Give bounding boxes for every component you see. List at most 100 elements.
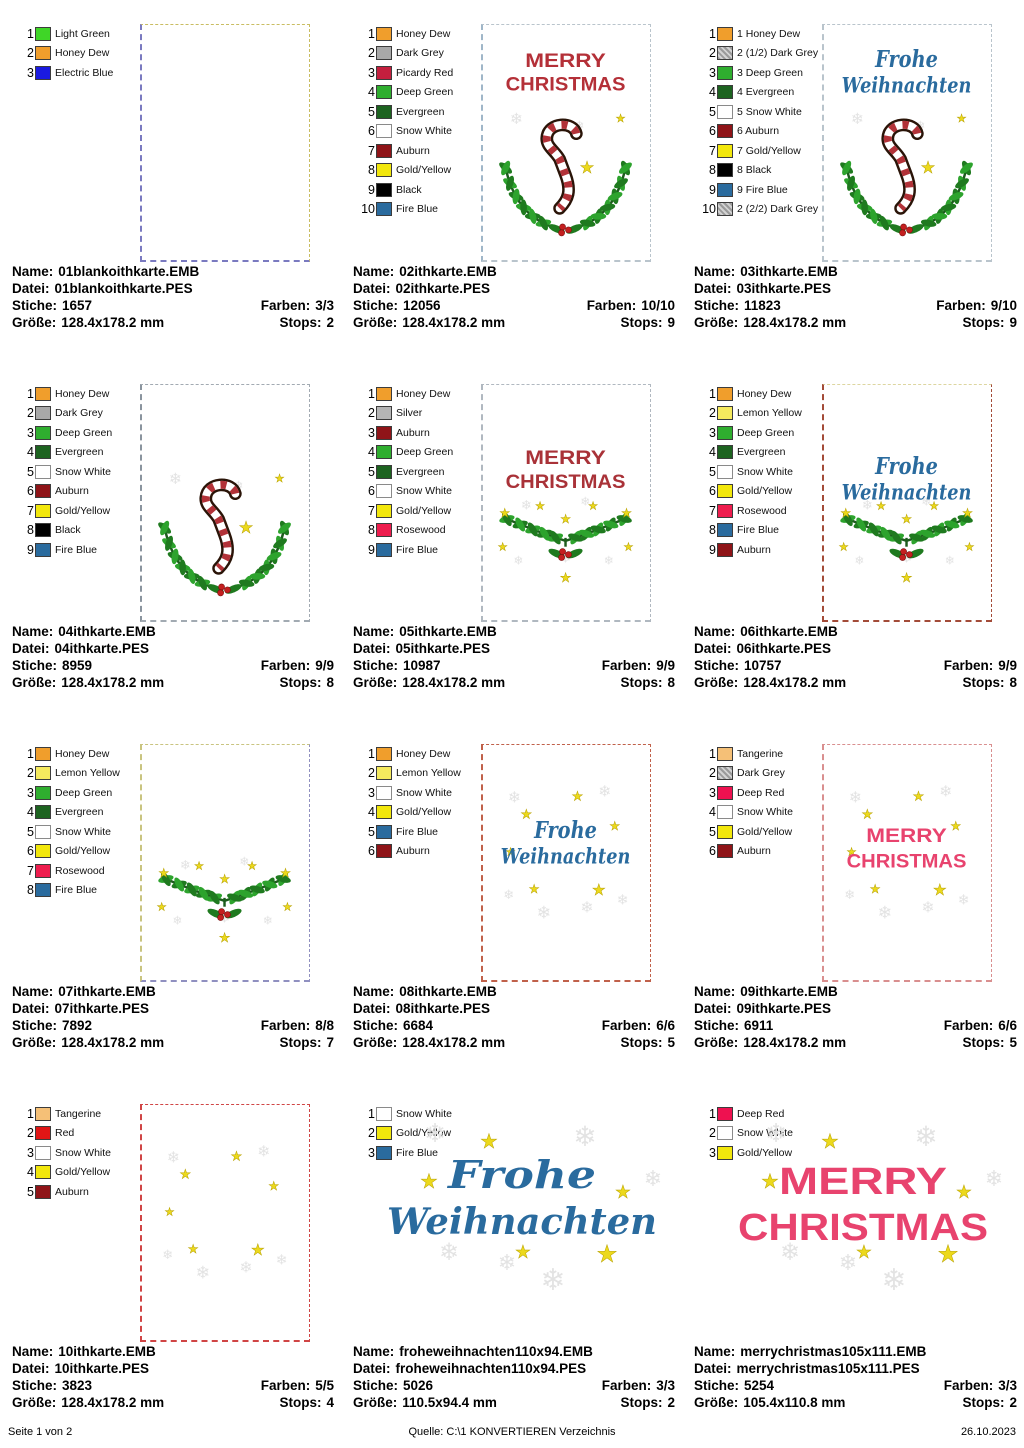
thread-color-name: Auburn [55, 485, 89, 498]
thread-color-item: 5 Fire Blue [353, 822, 461, 842]
stitches-label: Stiche: [694, 1378, 740, 1393]
thread-color-swatch [376, 182, 392, 197]
thread-color-list: 1 Honey Dew 2 Dark Grey 3 Deep Green 4 Evergree… [12, 384, 112, 560]
stops-value: 8 [667, 675, 675, 690]
colors-count-label: Farben: [936, 298, 986, 313]
thread-color-item: 2 Lemon Yellow [694, 404, 802, 424]
stitches-value: 6911 [744, 1018, 774, 1033]
stitches-label: Stiche: [12, 1018, 58, 1033]
thread-color-swatch [35, 523, 51, 538]
thread-color-swatch [717, 425, 733, 440]
stops-label: Stops: [279, 1035, 322, 1050]
size-label: Größe: [12, 675, 57, 690]
thread-color-list: 1 1 Honey Dew 2 2 (1/2) Dark Grey 3 3 Deep Gr… [694, 24, 818, 219]
thread-color-number: 9 [709, 542, 716, 557]
star-glyph: ★ [921, 158, 936, 177]
thread-color-swatch [376, 844, 392, 859]
size-value: 128.4x178.2 mm [743, 675, 847, 690]
thread-color-item: 3 Deep Red [694, 783, 793, 803]
thread-color-swatch [376, 104, 392, 119]
thread-color-number: 5 [27, 464, 34, 479]
snowflake-glyph: ❄ [169, 471, 182, 488]
snowflake-glyph: ❄ [508, 790, 521, 807]
thread-color-name: Honey Dew [55, 387, 110, 400]
thread-color-number: 7 [27, 503, 34, 518]
thread-color-swatch [717, 65, 733, 80]
thread-color-name: 4 Evergreen [737, 86, 795, 99]
thread-color-name: Silver [396, 407, 423, 420]
page-number: Seite 1 von 2 [8, 1426, 73, 1438]
thread-color-name: Lemon Yellow [396, 767, 461, 780]
thread-color-name: Evergreen [396, 105, 445, 118]
thread-color-swatch [376, 85, 392, 100]
thread-color-number: 7 [709, 143, 716, 158]
thread-color-item: 10 2 (2/2) Dark Grey [694, 200, 818, 220]
star-glyph: ★ [624, 542, 634, 554]
thread-color-swatch [717, 785, 733, 800]
thread-color-item: 3 Gold/Yellow [694, 1143, 793, 1163]
thread-color-item: 5 Evergreen [353, 102, 453, 122]
thread-color-swatch [717, 445, 733, 460]
star-glyph: ★ [840, 507, 851, 520]
colors-count-value: 9/9 [998, 658, 1017, 673]
thread-color-list: 1 Honey Dew 2 Dark Grey 3 Picardy Red 4 Deep Gr… [353, 24, 453, 219]
thread-color-name: Auburn [396, 144, 430, 157]
thread-color-item: 2 Dark Grey [353, 44, 453, 64]
size-label: Größe: [353, 315, 398, 330]
star-glyph: ★ [761, 1171, 779, 1193]
name-label: Name: [694, 264, 736, 279]
thread-color-item: 1 Light Green [12, 24, 113, 44]
thread-color-number: 6 [709, 484, 716, 499]
colors-count-value: 10/10 [641, 298, 675, 313]
thread-color-name: Dark Grey [55, 407, 103, 420]
design-cell-11: 1 Snow White 2 Gold/Yellow 3 Fire Blue ❄ ❄ ❄ ❄ ❄ ❄ ★… [341, 1080, 682, 1440]
colors-count-value: 9/9 [315, 658, 334, 673]
thread-color-number: 6 [27, 484, 34, 499]
thread-color-swatch [35, 503, 51, 518]
thread-color-name: Electric Blue [55, 66, 114, 79]
snowflake-glyph: ❄ [922, 900, 935, 917]
design-metadata: Name: 01blankoithkarte.EMB Datei: 01blankoi… [12, 263, 334, 331]
source-path: Quelle: C:\1 KONVERTIEREN Verzeichnis [408, 1426, 616, 1438]
stops-value: 2 [1009, 1395, 1017, 1410]
thread-color-number: 1 [368, 1106, 375, 1121]
thread-color-item: 8 Rosewood [353, 521, 453, 541]
star-glyph: ★ [588, 500, 598, 512]
stops-value: 8 [326, 675, 334, 690]
name-label: Name: [12, 624, 54, 639]
name-label: Name: [353, 264, 395, 279]
star-glyph: ★ [480, 1131, 498, 1153]
thread-color-name: Gold/Yellow [396, 1127, 452, 1140]
thread-color-swatch [717, 766, 733, 781]
stitches-value: 10987 [403, 658, 441, 673]
thread-color-item: 6 Auburn [12, 482, 112, 502]
thread-color-list: 1 Tangerine 2 Dark Grey 3 Deep Red 4 Snow White… [694, 744, 793, 861]
footer-date: 26.10.2023 [960, 1426, 1016, 1438]
stitches-label: Stiche: [12, 298, 58, 313]
thread-color-swatch [376, 124, 392, 139]
star-glyph: ★ [621, 507, 632, 520]
thread-color-item: 2 Lemon Yellow [12, 764, 120, 784]
thread-color-number: 6 [709, 844, 716, 859]
thread-color-number: 4 [368, 805, 375, 820]
thread-color-swatch [717, 484, 733, 499]
name-label: Name: [12, 1344, 54, 1359]
stops-value: 7 [326, 1035, 334, 1050]
thread-color-name: 5 Snow White [737, 105, 802, 118]
thread-color-swatch [717, 1126, 733, 1141]
design-thumbnail: ❄ ❄ ❄ ❄ ❄ ❄ ★ ★ ★ ★ ★ Frohe Weihnachten [371, 1090, 675, 1324]
file-label: Datei: [12, 641, 50, 656]
thread-color-item: 9 Fire Blue [12, 540, 112, 560]
star-glyph: ★ [580, 158, 595, 177]
thread-color-name: Light Green [55, 27, 110, 40]
thread-color-name: Honey Dew [396, 27, 451, 40]
stops-label: Stops: [962, 675, 1005, 690]
file-label: Datei: [694, 281, 732, 296]
thread-color-number: 1 [27, 746, 34, 761]
design-metadata: Name: 08ithkarte.EMB Datei: 08ithkarte.PES S… [353, 983, 675, 1051]
design-cell-7: 1 Honey Dew 2 Lemon Yellow 3 Deep Green 4 Everg… [0, 720, 341, 1080]
thread-color-item: 3 Fire Blue [353, 1143, 452, 1163]
size-value: 128.4x178.2 mm [743, 315, 847, 330]
name-label: Name: [353, 984, 395, 999]
